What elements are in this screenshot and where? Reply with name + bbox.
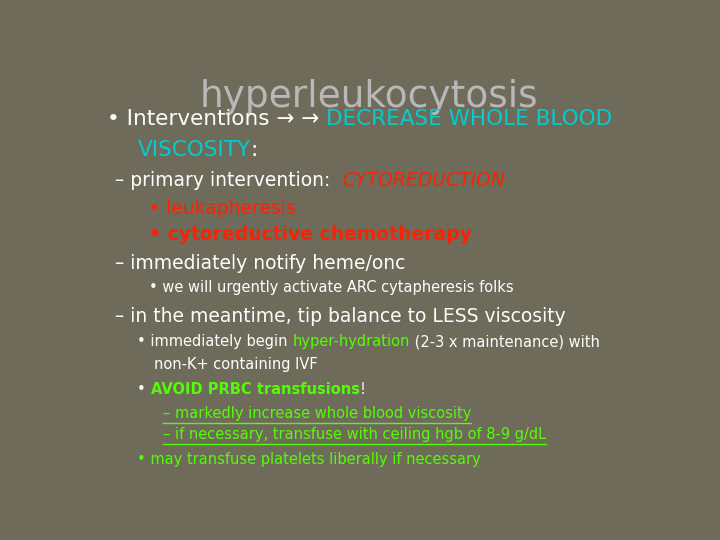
Text: VISCOSITY: VISCOSITY [138, 140, 251, 160]
Text: !: ! [360, 382, 366, 397]
Text: AVOID PRBC transfusions: AVOID PRBC transfusions [150, 382, 360, 397]
Text: :: : [251, 140, 258, 160]
Text: hyperleukocytosis: hyperleukocytosis [199, 79, 539, 116]
Text: • immediately begin: • immediately begin [138, 334, 292, 349]
Text: – markedly increase whole blood viscosity: – markedly increase whole blood viscosit… [163, 406, 471, 421]
Text: (2-3 x maintenance) with: (2-3 x maintenance) with [410, 334, 600, 349]
Text: • leukapheresis: • leukapheresis [148, 199, 295, 218]
Text: – primary intervention:: – primary intervention: [115, 171, 343, 190]
Text: • Interventions → →: • Interventions → → [107, 109, 326, 129]
Text: • we will urgently activate ARC cytapheresis folks: • we will urgently activate ARC cytapher… [148, 280, 513, 295]
Text: • cytoreductive chemotherapy: • cytoreductive chemotherapy [148, 225, 472, 244]
Text: – if necessary, transfuse with ceiling hgb of 8-9 g/dL: – if necessary, transfuse with ceiling h… [163, 427, 546, 442]
Text: hyper-hydration: hyper-hydration [292, 334, 410, 349]
Text: DECREASE WHOLE BLOOD: DECREASE WHOLE BLOOD [326, 109, 612, 129]
Text: •: • [138, 382, 150, 397]
Text: • may transfuse platelets liberally if necessary: • may transfuse platelets liberally if n… [138, 453, 481, 467]
Text: non-K+ containing IVF: non-K+ containing IVF [154, 357, 318, 372]
Text: CYTOREDUCTION: CYTOREDUCTION [343, 171, 505, 190]
Text: – immediately notify heme/onc: – immediately notify heme/onc [115, 254, 405, 273]
Text: – in the meantime, tip balance to LESS viscosity: – in the meantime, tip balance to LESS v… [115, 307, 566, 326]
